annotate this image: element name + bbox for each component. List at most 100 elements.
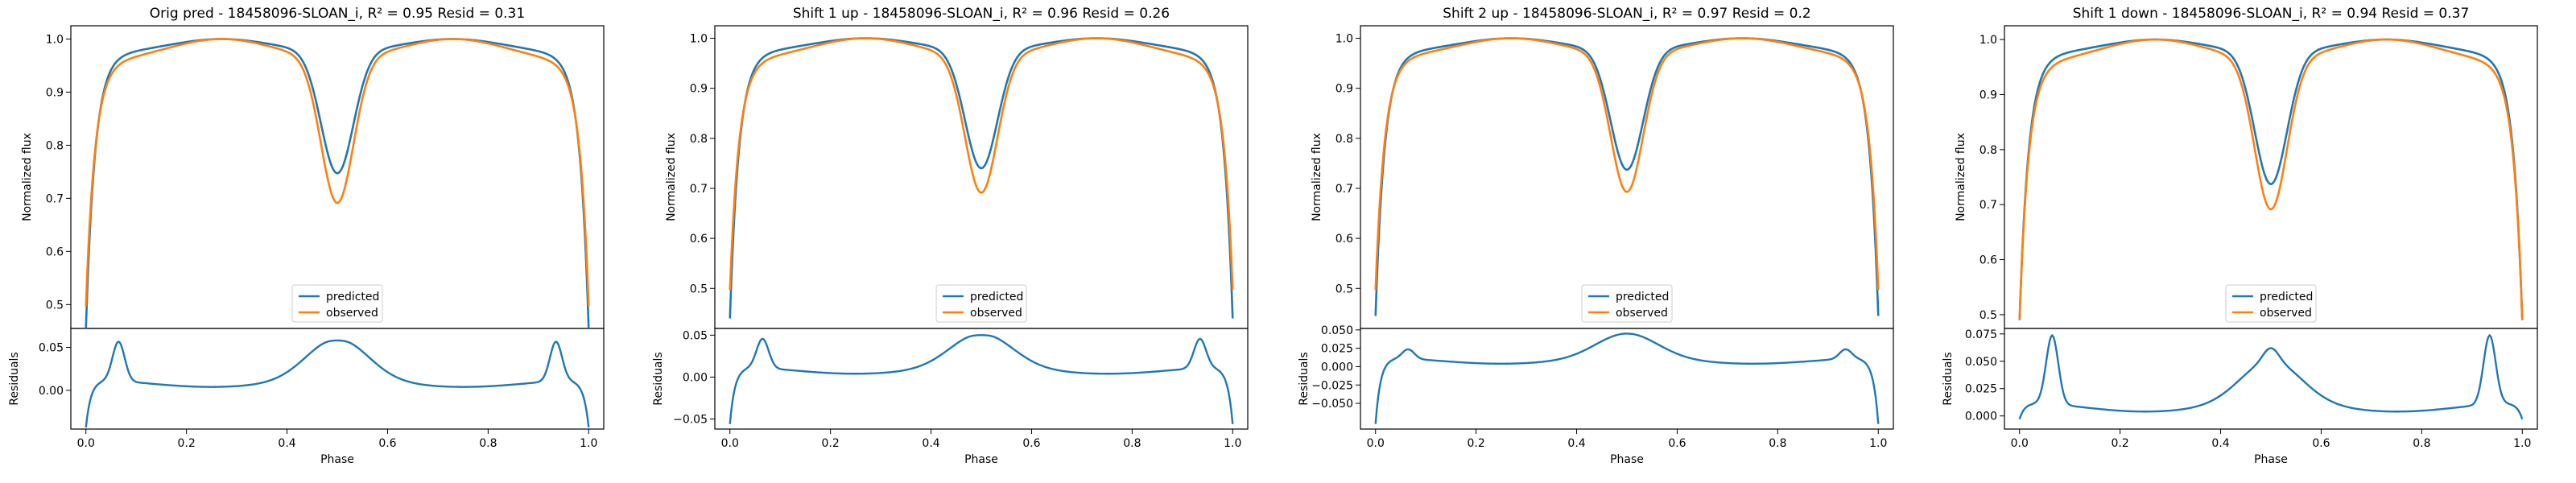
top-ytick-label: 0.9 [1335,83,1353,96]
series-observed-line [85,38,590,307]
top-ytick-label: 0.5 [690,283,708,295]
bottom-ytick-label: 0.000 [1321,361,1353,374]
bottom-y-axis-label: Residuals [652,352,665,405]
top-ytick-label: 1.0 [46,33,64,46]
legend-label-observed: observed [1616,307,1668,320]
top-ytick-label: 0.8 [690,133,708,146]
xtick-label: 0.0 [721,437,739,450]
top-y-axis-label: Normalized flux [1311,133,1323,221]
xtick-label: 0.0 [77,437,95,450]
bottom-axes-frame [714,328,1249,430]
residuals-line [1374,332,1880,424]
top-y-axis-label: Normalized flux [1955,133,1967,221]
bottom-ytick-label: 0.05 [39,342,64,355]
top-ytick-label: 0.5 [46,299,64,312]
xtick-label: 1.0 [1869,437,1887,450]
xtick-label: 0.4 [278,437,295,450]
xtick-label: 0.8 [1769,437,1786,450]
top-y-axis-label: Normalized flux [21,133,34,221]
top-ytick-label: 1.0 [1979,34,1997,47]
bottom-ytick-label: −0.05 [673,414,708,427]
legend-label-predicted: predicted [326,291,379,303]
bottom-ytick-label: 0.00 [683,371,708,384]
series-predicted-line [85,38,590,329]
top-ytick-label: 0.8 [46,139,64,152]
bottom-axes-frame [2004,328,2538,430]
series-predicted-line [2018,38,2524,320]
xtick-label: 0.2 [2112,437,2129,450]
chart-panel-2: Shift 1 up - 18458096-SLOAN_i, R² = 0.96… [652,6,1249,466]
top-ytick-label: 1.0 [690,33,708,46]
xtick-label: 0.2 [1468,437,1485,450]
chart-title: Shift 2 up - 18458096-SLOAN_i, R² = 0.97… [1443,6,1810,22]
xtick-label: 0.4 [2211,437,2229,450]
xtick-label: 0.4 [922,437,939,450]
xtick-label: 0.6 [2312,437,2330,450]
residuals-line [2018,333,2524,420]
legend: predicted observed [291,284,383,323]
legend-label-observed: observed [326,307,378,320]
legend-label-predicted: predicted [1616,291,1669,303]
top-ytick-label: 0.5 [1979,309,1997,322]
top-ytick-label: 0.6 [1335,233,1353,246]
xtick-label: 0.8 [1123,437,1141,450]
top-ytick-label: 0.6 [690,233,708,246]
xtick-label: 0.6 [1668,437,1686,450]
bottom-ytick-label: 0.05 [683,329,708,342]
bottom-y-axis-label: Residuals [8,352,21,405]
series-predicted-line [1374,37,1880,316]
top-ytick-label: 0.9 [690,83,708,96]
xtick-label: 0.6 [1022,437,1040,450]
xtick-label: 1.0 [1224,437,1241,450]
top-ytick-label: 0.7 [690,183,708,196]
bottom-ytick-label: 0.025 [1321,343,1353,356]
chart-title: Shift 1 down - 18458096-SLOAN_i, R² = 0.… [2073,6,2470,22]
legend: predicted observed [2225,284,2317,323]
top-ytick-label: 0.9 [46,86,64,99]
chart-panel-3: Shift 2 up - 18458096-SLOAN_i, R² = 0.97… [1298,6,1894,466]
residuals-line [729,334,1234,424]
bottom-axes-frame [1360,328,1894,430]
bottom-y-axis-label: Residuals [1942,352,1955,405]
top-y-axis-label: Normalized flux [665,133,678,221]
series-observed-line [1374,37,1880,291]
xtick-label: 0.2 [178,437,196,450]
top-ytick-label: 0.5 [1335,283,1353,295]
legend-label-observed: observed [970,307,1022,320]
x-axis-label: Phase [2254,453,2288,466]
top-ytick-label: 0.7 [1979,199,1997,212]
xtick-label: 0.2 [822,437,840,450]
series-observed-line [2018,38,2524,320]
bottom-ytick-label: 0.00 [39,385,64,398]
series-predicted-line [729,37,1234,319]
bottom-ytick-label: 0.050 [1321,324,1353,337]
xtick-label: 0.6 [378,437,396,450]
bottom-ytick-label: −0.025 [1311,379,1353,392]
xtick-label: 0.8 [479,437,497,450]
xtick-label: 0.0 [1367,437,1385,450]
xtick-label: 1.0 [580,437,597,450]
bottom-ytick-label: −0.050 [1311,398,1353,411]
series-observed-line [729,37,1234,291]
legend-label-predicted: predicted [2260,291,2313,303]
legend: predicted observed [1581,284,1673,323]
x-axis-label: Phase [320,453,354,466]
legend: predicted observed [935,284,1027,323]
top-ytick-label: 0.6 [1979,254,1997,267]
bottom-ytick-label: 0.000 [1965,411,1997,423]
chart-title: Shift 1 up - 18458096-SLOAN_i, R² = 0.96… [793,6,1170,22]
chart-title: Orig pred - 18458096-SLOAN_i, R² = 0.95 … [150,6,525,22]
x-axis-label: Phase [1610,453,1644,466]
xtick-label: 0.0 [2011,437,2029,450]
bottom-ytick-label: 0.075 [1965,328,1997,341]
legend-label-predicted: predicted [970,291,1023,303]
xtick-label: 1.0 [2513,437,2531,450]
residuals-line [85,339,590,428]
bottom-ytick-label: 0.025 [1965,383,1997,396]
top-ytick-label: 0.8 [1335,133,1353,146]
chart-panel-4: Shift 1 down - 18458096-SLOAN_i, R² = 0.… [1942,6,2538,466]
top-ytick-label: 0.6 [46,246,64,258]
legend-label-observed: observed [2260,307,2312,320]
x-axis-label: Phase [964,453,998,466]
